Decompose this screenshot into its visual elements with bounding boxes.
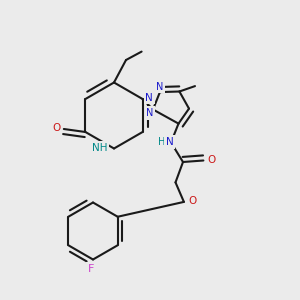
Text: F: F xyxy=(88,263,94,274)
Text: O: O xyxy=(207,155,216,165)
Text: N: N xyxy=(166,137,173,147)
Text: N: N xyxy=(146,108,154,118)
Text: N: N xyxy=(145,92,153,103)
Text: H: H xyxy=(158,137,165,147)
Text: O: O xyxy=(52,123,60,134)
Text: O: O xyxy=(189,196,197,206)
Text: N: N xyxy=(156,82,163,92)
Text: NH: NH xyxy=(92,142,107,153)
